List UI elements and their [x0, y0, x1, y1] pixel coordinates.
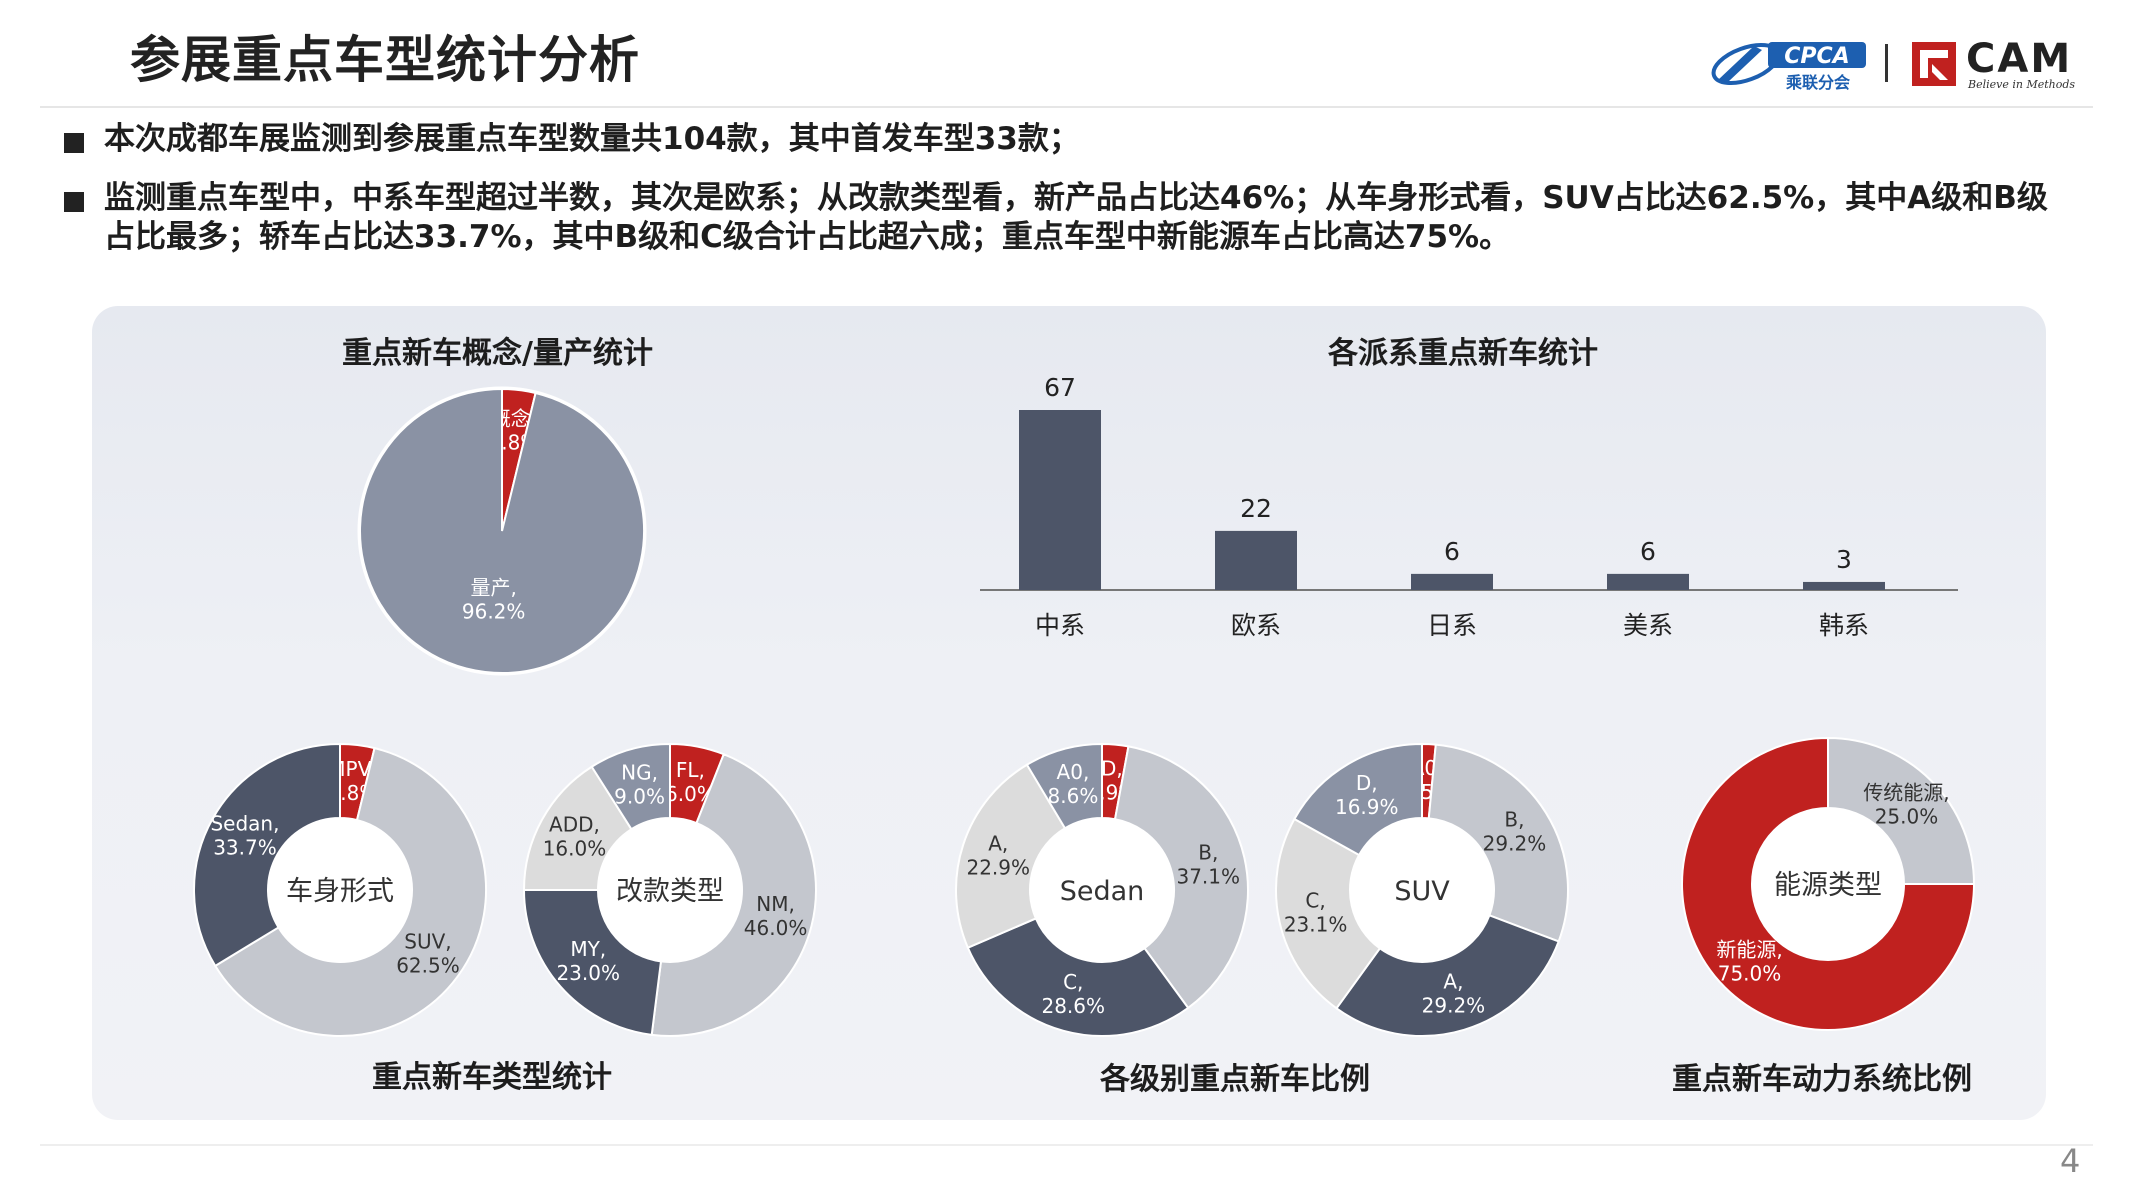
body-pie-group: MPV,3.8%SUV,62.5%Sedan,33.7%车身形式 — [193, 742, 487, 1037]
factions-bar-韩系 — [1803, 581, 1885, 590]
suv-value-B: 29.2% — [1483, 831, 1547, 855]
factions-category-美系: 美系 — [1623, 611, 1673, 640]
factions-value-美系: 6 — [1640, 537, 1656, 566]
modification-center-label: 改款类型 — [616, 876, 724, 907]
concept-value-量产: 96.2% — [462, 600, 526, 624]
sedan-label-A: A, — [988, 832, 1008, 856]
suv-value-D: 16.9% — [1335, 795, 1399, 819]
power-value-传统能源: 25.0% — [1875, 805, 1939, 829]
concept-chart-title: 重点新车概念/量产统计 — [342, 336, 653, 371]
modification-label-NM: NM, — [756, 892, 795, 916]
bullet-text: 监测重点车型中，中系车型超过半数，其次是欧系；从改款类型看，新产品占比达46%；… — [104, 180, 2048, 255]
sedan-label-D: D, — [1101, 756, 1123, 780]
factions-bar-美系 — [1607, 573, 1689, 590]
charts-canvas: 概念,3.8%量产,96.2%67中系22欧系6日系6美系3韩系MPV,3.8%… — [193, 373, 1976, 1037]
sedan-value-A0: 8.6% — [1048, 784, 1099, 808]
page-number: 4 — [2060, 1142, 2081, 1180]
sedan-pie-group: D,2.9%B,37.1%C,28.6%A,22.9%A0,8.6%Sedan — [955, 742, 1249, 1037]
cam-logo-mark — [1912, 42, 1956, 86]
footer-divider — [40, 1144, 2093, 1146]
factions-bar-欧系 — [1215, 530, 1297, 590]
cpca-sub: 乘联分会 — [1785, 73, 1850, 92]
cpca-logo-mark: CPCA 乘联分会 — [1711, 42, 1866, 92]
modification-value-NG: 9.0% — [614, 784, 665, 808]
modification-label-FL: FL, — [676, 758, 705, 782]
factions-value-欧系: 22 — [1240, 494, 1272, 523]
chart-panel: 概念, 3.8% 量产, 96.2% 67 中系 22 欧系 6 日系 6 美系 3 韩系 MPV, 3.8%… — [92, 306, 2046, 1120]
modification-label-NG: NG, — [621, 760, 658, 784]
factions-category-中系: 中系 — [1035, 611, 1085, 640]
factions-value-韩系: 3 — [1836, 545, 1852, 574]
summary-bullets: 本次成都车展监测到参展重点车型数量共104款，其中首发车型33款； 监测重点车型… — [64, 120, 2064, 277]
power-center-label: 能源类型 — [1774, 870, 1882, 901]
cpca-name: CPCA — [1784, 44, 1849, 69]
power-chart-title: 重点新车动力系统比例 — [1672, 1062, 1972, 1097]
modification-label-ADD: ADD, — [549, 812, 600, 836]
body-label-Sedan: Sedan, — [210, 812, 279, 836]
level-chart-title: 各级别重点新车比例 — [1100, 1062, 1370, 1097]
body-value-SUV: 62.5% — [396, 953, 460, 977]
bullet-item: 监测重点车型中，中系车型超过半数，其次是欧系；从改款类型看，新产品占比达46%；… — [64, 179, 2064, 257]
factions-bar-group: 67 中系 22 欧系 6 日系 6 美系 3 韩系 — [980, 373, 1958, 640]
body-value-Sedan: 33.7% — [213, 836, 277, 860]
body-center-label: 车身形式 — [286, 876, 394, 907]
suv-label-A: A, — [1443, 969, 1463, 993]
cam-tagline: Believe in Methods — [1968, 78, 2076, 91]
sedan-value-B: 37.1% — [1176, 865, 1240, 889]
power-label-新能源: 新能源, — [1716, 937, 1782, 961]
suv-pie-group: A0,1.5%B,29.2%A,29.2%C,23.1%D,16.9%SUV — [1275, 742, 1569, 1037]
factions-bar-日系 — [1411, 573, 1493, 590]
bullet-square-icon — [64, 133, 84, 153]
logo-separator — [1885, 44, 1888, 82]
factions-category-欧系: 欧系 — [1231, 611, 1281, 640]
concept-label-量产: 量产, — [470, 576, 516, 600]
type-chart-title: 重点新车类型统计 — [372, 1060, 612, 1095]
modification-value-NM: 46.0% — [744, 916, 808, 940]
cam-name: CAM — [1966, 36, 2073, 82]
sedan-slice-A — [955, 763, 1067, 950]
sedan-label-C: C, — [1063, 970, 1083, 994]
suv-value-A: 29.2% — [1422, 993, 1486, 1017]
modification-pie-group: FL,6.0%NM,46.0%MY,23.0%ADD,16.0%NG,9.0%改… — [522, 742, 817, 1037]
body-hole — [268, 818, 412, 962]
suv-label-D: D, — [1356, 771, 1378, 795]
modification-value-ADD: 16.0% — [543, 836, 607, 860]
cpca-logo: CPCA 乘联分会 — [1710, 36, 1870, 94]
concept-slice-量产 — [359, 387, 645, 674]
bullet-item: 本次成都车展监测到参展重点车型数量共104款，其中首发车型33款； — [64, 120, 2064, 159]
power-value-新能源: 75.0% — [1718, 961, 1782, 985]
suv-label-C: C, — [1305, 889, 1325, 913]
bullet-text: 本次成都车展监测到参展重点车型数量共104款，其中首发车型33款； — [104, 121, 1080, 157]
factions-bar-中系 — [1019, 410, 1101, 590]
body-label-SUV: SUV, — [404, 929, 451, 953]
modification-label-MY: MY, — [570, 937, 606, 961]
sedan-value-C: 28.6% — [1041, 994, 1105, 1018]
faction-chart-title: 各派系重点新车统计 — [1328, 336, 1598, 371]
factions-value-中系: 67 — [1044, 373, 1076, 402]
concept-outline — [357, 386, 647, 676]
suv-center-label: SUV — [1394, 876, 1450, 907]
power-label-传统能源: 传统能源, — [1863, 781, 1949, 805]
suv-value-C: 23.1% — [1284, 913, 1348, 937]
concept-pie-group: 概念,3.8%量产,96.2% — [359, 387, 645, 674]
sedan-value-A: 22.9% — [966, 856, 1030, 880]
modification-hole — [598, 818, 742, 962]
bullet-square-icon — [64, 192, 84, 212]
sedan-label-A0: A0, — [1057, 760, 1090, 784]
suv-hole — [1350, 818, 1494, 962]
factions-category-日系: 日系 — [1427, 611, 1477, 640]
power-pie-group: 传统能源,25.0% 新能源,75.0% 能源类型 — [1681, 736, 1976, 1031]
sedan-center-label: Sedan — [1060, 876, 1145, 907]
sedan-label-B: B, — [1198, 841, 1218, 865]
modification-value-MY: 23.0% — [556, 961, 620, 985]
power-hole — [1752, 808, 1904, 960]
page-title: 参展重点车型统计分析 — [130, 31, 640, 89]
header-divider — [40, 106, 2093, 108]
factions-value-日系: 6 — [1444, 537, 1460, 566]
suv-label-B: B, — [1504, 807, 1524, 831]
factions-category-韩系: 韩系 — [1819, 611, 1869, 640]
cam-logo: CAM Believe in Methods — [1912, 36, 2092, 94]
sedan-hole — [1030, 818, 1174, 962]
